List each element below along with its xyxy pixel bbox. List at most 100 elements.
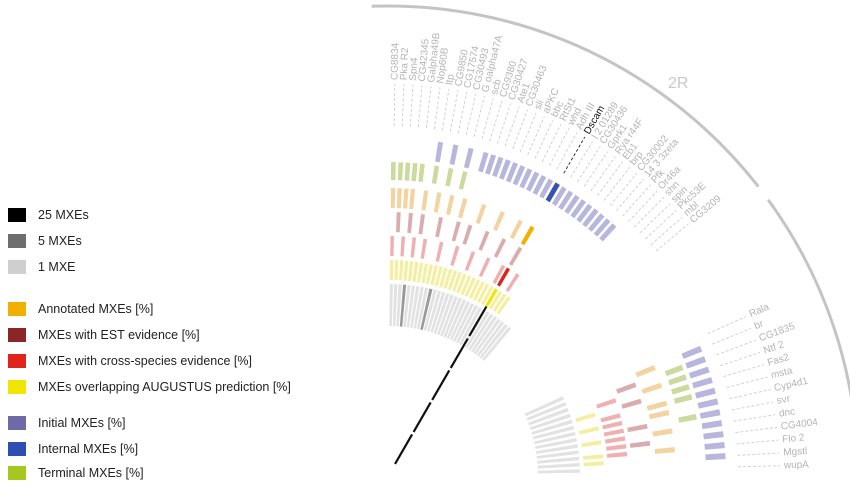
initial-mxe-block: [564, 194, 580, 214]
mxe-count-block: [406, 285, 415, 328]
mxe-count-block: [427, 290, 442, 332]
gene-upper-connector: [650, 216, 683, 246]
augustus-mxe-block: [489, 290, 503, 310]
mxe-count-block: [456, 304, 478, 344]
gene-lower-connector: [737, 452, 780, 456]
legend-label: MXEs overlapping AUGUSTUS prediction [%]: [38, 380, 291, 394]
mxe-count-block: [396, 284, 402, 327]
gene-upper-connector: [549, 128, 570, 166]
annotated-mxe-block: [458, 198, 468, 219]
terminal-mxe-block: [397, 162, 404, 181]
est-mxe-block: [407, 212, 413, 234]
gene-upper-label: Spn4: [408, 57, 420, 81]
legend-label: Annotated MXEs [%]: [38, 302, 154, 316]
est-mxe-block: [451, 221, 461, 242]
initial-mxe-block: [551, 186, 567, 206]
gene-upper-connector: [481, 98, 494, 139]
terminal-mxe-block: [458, 171, 468, 190]
annotated-mxe-block: [446, 194, 455, 216]
mxe-count-block: [413, 286, 424, 329]
gene-upper-label: sli: [533, 99, 547, 112]
legend-label: MXEs with EST evidence [%]: [38, 328, 200, 342]
gene-lower-connector: [731, 401, 774, 411]
annotated-mxe-block: [635, 365, 656, 378]
initial-mxe-block: [492, 156, 504, 178]
gene-lower-connector: [726, 376, 768, 389]
annotated-mxe-block: [646, 400, 668, 411]
cross-species-mxe-block: [492, 264, 506, 284]
augustus-mxe-block: [581, 440, 602, 448]
mxe-count-block: [535, 444, 578, 454]
mxe-count-block: [526, 402, 567, 421]
gene-upper-connector: [597, 161, 623, 196]
swatch-augustus: [8, 380, 26, 394]
est-mxe-block: [478, 230, 490, 251]
initial-mxe-block: [681, 345, 703, 359]
legend-item-25-mxes: 25 MXEs: [8, 206, 89, 224]
augustus-mxe-block: [481, 286, 494, 305]
initial-mxe-block: [570, 199, 586, 219]
gene-upper-connector: [441, 88, 450, 131]
annotated-mxe-block: [654, 447, 675, 454]
est-mxe-block: [493, 238, 507, 258]
gene-upper-connector: [583, 151, 609, 187]
initial-mxe-block: [688, 366, 710, 379]
initial-mxe-block: [582, 208, 599, 228]
gene-upper-label: CG8834: [390, 42, 402, 80]
gene-lower-label: dnc: [778, 406, 796, 419]
gene-upper-connector: [496, 103, 511, 144]
initial-mxe-block: [485, 154, 497, 175]
cross-species-mxe-block: [435, 241, 444, 262]
terminal-mxe-block: [404, 162, 411, 181]
cross-species-mxe-block: [605, 436, 626, 444]
chromosome-arc-2r: [371, 4, 760, 188]
augustus-mxe-block: [430, 265, 438, 286]
augustus-mxe-block: [447, 270, 458, 291]
initial-mxe-block: [505, 162, 518, 183]
augustus-mxe-block: [443, 268, 453, 289]
swatch-internal: [8, 442, 26, 456]
gene-upper-connector: [473, 95, 485, 137]
legend-label: 25 MXEs: [38, 208, 89, 222]
terminal-mxe-block: [418, 163, 425, 182]
mxe-count-block: [437, 294, 454, 336]
gene-upper-label: Galpha49B: [426, 32, 442, 83]
augustus-mxe-block: [417, 262, 424, 283]
augustus-mxe-block: [389, 260, 394, 281]
gene-lower-label: svr: [776, 393, 792, 406]
swatch-5-mxes: [8, 234, 26, 248]
gene-upper-connector: [457, 91, 468, 134]
mxe-count-block: [433, 293, 450, 334]
initial-mxe-block: [545, 182, 560, 203]
mxe-count-block: [399, 284, 407, 327]
augustus-mxe-block: [492, 293, 507, 312]
augustus-mxe-block: [578, 426, 600, 435]
annotated-mxe-block: [509, 219, 523, 240]
initial-mxe-block: [599, 223, 617, 242]
initial-mxe-block: [695, 387, 716, 399]
annotated-mxe-block: [648, 409, 670, 420]
terminal-mxe-block: [664, 364, 684, 377]
gene-upper-connector: [519, 112, 537, 153]
mxe-count-block: [479, 323, 508, 359]
gene-upper-connector: [622, 184, 651, 217]
annotated-mxe-block: [641, 382, 663, 394]
gene-lower-connector: [707, 316, 747, 335]
legend-label: 1 MXE: [38, 260, 76, 274]
mxe-count-block: [534, 431, 576, 445]
cross-species-mxe-block: [400, 236, 406, 257]
initial-mxe-block: [539, 178, 554, 199]
cross-species-mxe-block: [606, 444, 627, 451]
terminal-mxe-block: [390, 162, 396, 181]
initial-mxe-block: [449, 144, 459, 165]
mxe-count-block: [529, 413, 571, 430]
dscam-mxe-count-spike: [393, 305, 488, 467]
augustus-mxe-block: [434, 266, 443, 287]
mxe-count-block: [471, 316, 497, 353]
annotated-mxe-block: [421, 190, 429, 211]
terminal-mxe-block: [668, 374, 687, 386]
est-mxe-block: [508, 246, 523, 266]
mxe-count-block: [468, 313, 494, 351]
augustus-mxe-block: [399, 260, 404, 281]
